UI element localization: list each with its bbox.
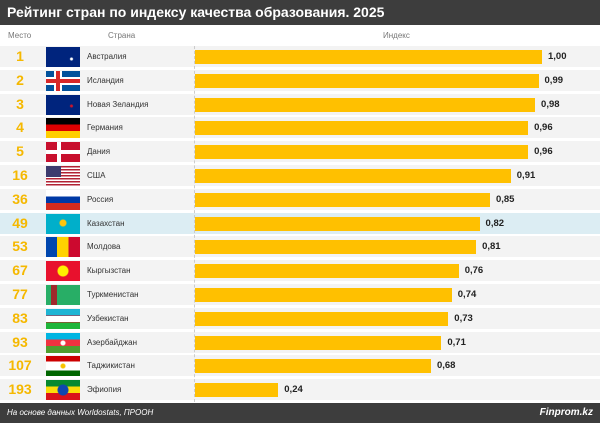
table-row: 83 Узбекистан 0,73 [0,307,600,329]
flag-us-icon [46,166,80,186]
data-label: 0,81 [482,241,501,253]
rank: 16 [12,167,28,183]
rank: 77 [12,286,28,302]
table-row: 16 США 0,91 [0,165,600,186]
bar [195,335,442,350]
rank: 2 [16,71,24,88]
table-row: 4 Германия 0,96 [0,117,600,139]
table-row: 107 Таджикистан 0,68 [0,355,600,377]
flag-dk-icon [46,142,80,163]
country-name: Эфиопия [87,385,122,395]
flag-de-icon [46,118,80,139]
flag-is-icon [46,70,80,91]
bar [195,288,452,302]
bar [195,97,536,112]
flag-tm-icon [46,285,80,305]
flag-az-icon [46,332,80,353]
data-label: 0,73 [454,312,473,324]
rank: 3 [16,95,24,112]
rank: 5 [16,143,24,160]
rank: 53 [12,238,28,255]
bar [195,264,459,279]
country-name: Казахстан [87,218,125,228]
bar [195,192,490,207]
data-label: 0,96 [534,122,553,134]
country-name: Узбекистан [87,313,129,323]
bar [195,145,529,160]
table-row: 2 Исландия 0,99 [0,69,600,91]
flag-ru-icon [46,189,80,210]
data-label: 0,91 [516,170,536,181]
rank: 107 [8,357,32,374]
country-name: Россия [87,194,114,204]
column-header-rank: Место [8,31,32,40]
flag-kg-icon [46,261,80,282]
table-row: 67 Кыргызстан 0,76 [0,260,600,282]
data-label: 0,82 [485,217,505,229]
rank: 1 [16,48,24,64]
table-row: 53 Молдова 0,81 [0,236,600,258]
flag-uz-icon [46,308,80,329]
rank: 193 [8,381,32,398]
flag-et-icon [46,380,80,401]
table-row: 193 Эфиопия 0,24 [0,379,600,401]
flag-tj-icon [46,356,80,377]
rank: 83 [12,309,28,326]
country-name: Таджикистан [87,361,135,371]
country-name: Новая Зеландия [87,99,149,109]
flag-au-icon [46,47,80,67]
source-note: На основе данных Worldostats, ПРООН [7,408,154,417]
country-name: Дания [87,147,111,157]
country-name: Германия [87,123,123,133]
flag-nz-icon [46,94,80,115]
flag-md-icon [46,237,80,258]
table-row: 77 Туркменистан 0,74 [0,284,600,305]
country-name: Кыргызстан [87,266,131,276]
table-row: 1 Австралия 1,00 [0,46,600,67]
country-name: Азербайджан [87,337,138,347]
data-label: 0,96 [534,146,553,158]
data-label: 0,98 [541,98,560,110]
bar [195,169,511,183]
footer: На основе данных Worldostats, ПРООН Finp… [0,403,600,423]
axis-line [194,46,195,402]
rank: 93 [12,333,28,350]
table-row: 3 Новая Зеландия 0,98 [0,93,600,115]
data-label: 0,74 [457,289,477,300]
rank: 49 [12,214,28,231]
data-label: 0,76 [464,265,484,277]
bar [195,50,542,64]
rank: 36 [12,190,28,207]
brand-logo: Finprom.kz [539,407,593,418]
bar [195,73,539,88]
column-header-country: Страна [108,31,136,40]
bar [195,121,529,136]
rank: 4 [16,119,24,136]
data-label: 1,00 [548,51,567,62]
chart-title: Рейтинг стран по индексу качества образо… [0,0,600,25]
bar [195,383,279,398]
data-label: 0,99 [544,74,564,86]
country-name: Исландия [87,75,124,85]
country-name: Австралия [87,52,127,61]
data-label: 0,24 [284,384,303,396]
bar [195,311,449,326]
data-label: 0,71 [447,336,466,348]
country-name: США [87,171,106,180]
country-name: Туркменистан [87,290,139,299]
table-row: 5 Дания 0,96 [0,141,600,163]
table-row: 36 Россия 0,85 [0,188,600,210]
rank: 67 [12,262,28,279]
bar [195,240,477,255]
data-label: 0,85 [495,193,515,205]
country-name: Молдова [87,242,121,252]
bar [195,216,480,231]
column-header-index: Индекс [383,31,410,40]
table-row: 49 Казахстан 0,82 [0,212,600,234]
flag-kz-icon [46,213,80,234]
data-label: 0,68 [436,360,456,372]
table-row: 93 Азербайджан 0,71 [0,331,600,353]
bar [195,359,431,374]
